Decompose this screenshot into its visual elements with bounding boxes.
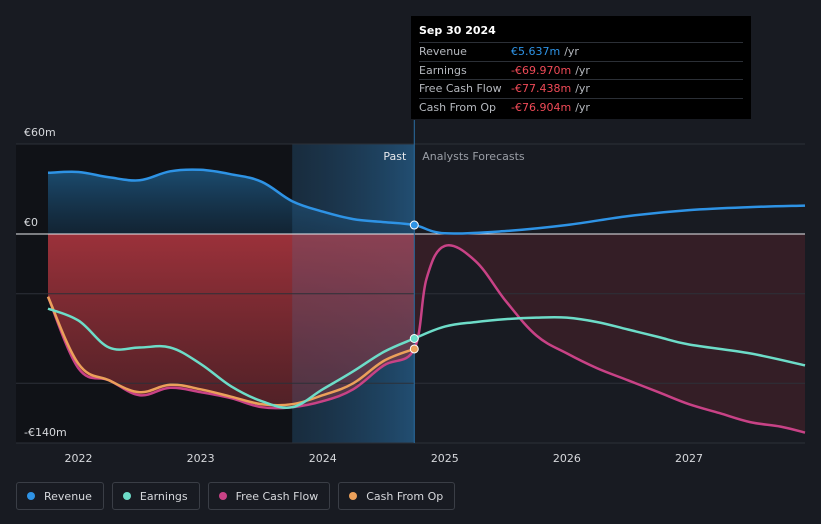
legend-label: Cash From Op [366, 489, 444, 503]
tooltip-row-earnings: Earnings -€69.970m /yr [419, 60, 743, 80]
legend-item-cash-from-op[interactable]: Cash From Op [338, 482, 456, 510]
tooltip-row-cash-from-op: Cash From Op -€76.904m /yr [419, 97, 743, 117]
legend-label: Free Cash Flow [235, 489, 319, 503]
tooltip-unit: /yr [575, 100, 590, 114]
tooltip-unit: /yr [564, 45, 579, 58]
legend-item-revenue[interactable]: Revenue [16, 482, 104, 510]
cash-from-op-marker [409, 344, 419, 354]
x-tick-label: 2025 [431, 452, 459, 465]
legend-item-free-cash-flow[interactable]: Free Cash Flow [207, 482, 331, 510]
cash-from-op-line [46, 296, 415, 407]
legend-label: Earnings [139, 489, 188, 503]
chart-area: €60m €0 -€140m 2022 2023 2024 2025 2026 2027 Past… [16, 120, 806, 465]
tooltip-label: Revenue [419, 45, 467, 58]
tooltip-date: Sep 30 2024 [419, 24, 496, 37]
legend: Revenue Earnings Free Cash Flow Cash Fro… [16, 482, 456, 510]
legend-item-earnings[interactable]: Earnings [111, 482, 200, 510]
earnings-line [47, 307, 806, 409]
y-tick-label: €60m [24, 126, 56, 139]
legend-dot-icon [218, 492, 227, 500]
x-tick-label: 2026 [553, 452, 581, 465]
x-tick-label: 2022 [65, 452, 93, 465]
x-tick-label: 2023 [187, 452, 215, 465]
revenue-line [47, 168, 806, 235]
tooltip-value: -€69.970m [511, 63, 572, 77]
tooltip-label: Earnings [419, 63, 467, 77]
revenue-area [48, 169, 415, 234]
forecast-label: Analysts Forecasts [422, 150, 525, 163]
revenue-marker [409, 220, 419, 230]
tooltip-unit: /yr [575, 82, 590, 95]
tooltip-label: Cash From Op [419, 100, 497, 114]
legend-dot-icon [122, 492, 131, 500]
tooltip: Sep 30 2024 Revenue €5.637m /yr Earnings… [411, 16, 751, 119]
tooltip-row-revenue: Revenue €5.637m /yr [419, 42, 743, 61]
legend-label: Revenue [44, 489, 92, 503]
tooltip-unit: /yr [575, 63, 590, 77]
tooltip-row-free-cash-flow: Free Cash Flow -€77.438m /yr [419, 79, 743, 98]
tooltip-value: -€77.438m [511, 82, 572, 95]
legend-dot-icon [349, 492, 358, 500]
earnings-marker [409, 334, 419, 343]
tooltip-value: -€76.904m [511, 100, 572, 114]
x-tick-label: 2024 [309, 452, 337, 465]
past-label: Past [383, 150, 407, 163]
x-tick-label: 2027 [675, 452, 703, 465]
y-tick-label: €0 [24, 216, 38, 229]
y-tick-label: -€140m [24, 426, 67, 439]
tooltip-label: Free Cash Flow [419, 82, 502, 95]
loss-area-past [48, 234, 415, 409]
legend-dot-icon [27, 492, 35, 500]
free-cash-flow-line [46, 243, 806, 434]
tooltip-value: €5.637m [511, 45, 561, 58]
